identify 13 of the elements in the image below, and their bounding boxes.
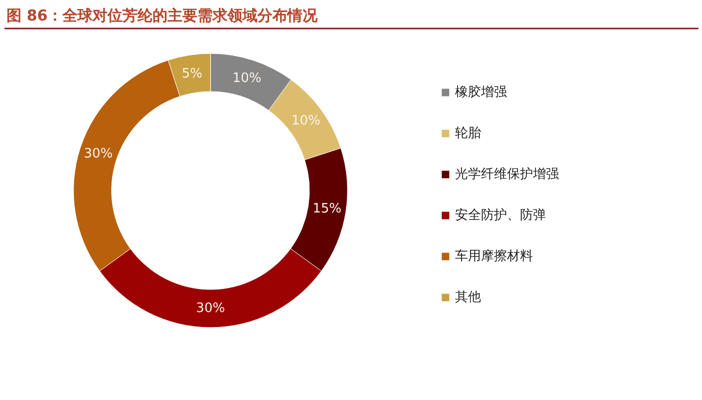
data-label: 30% bbox=[196, 301, 225, 316]
legend-label: 光学纤维保护增强 bbox=[455, 166, 559, 184]
data-label: 15% bbox=[312, 201, 342, 216]
legend-label: 轮胎 bbox=[455, 125, 481, 143]
chart-title: 图 86：全球对位芳纶的主要需求领域分布情况 bbox=[6, 6, 319, 24]
legend-label: 其他 bbox=[455, 289, 481, 307]
data-label: 10% bbox=[292, 114, 320, 129]
data-label: 5% bbox=[182, 66, 202, 82]
legend-label: 安全防护、防弹 bbox=[455, 207, 546, 225]
data-label: 30% bbox=[84, 146, 113, 162]
legend-label: 车用摩擦材料 bbox=[455, 248, 533, 266]
legend-label: 橡胶增强 bbox=[455, 84, 507, 102]
data-label: 10% bbox=[232, 70, 262, 86]
